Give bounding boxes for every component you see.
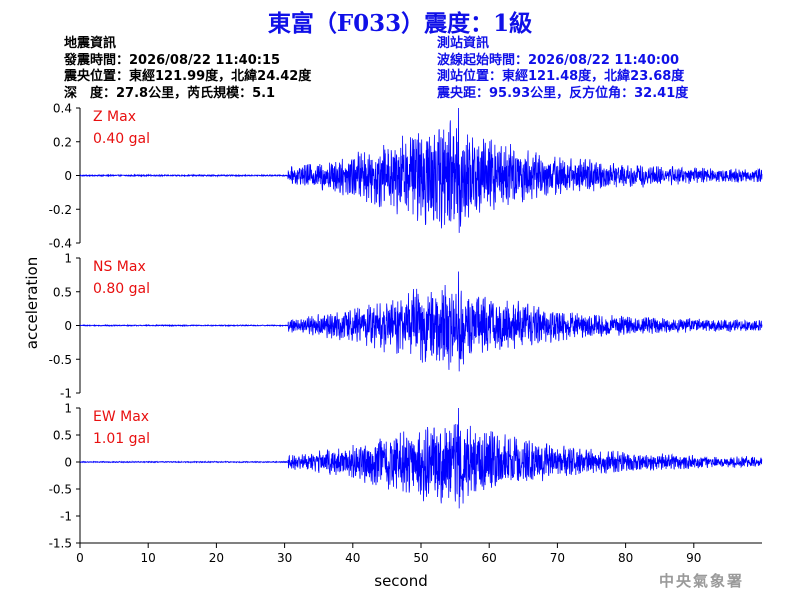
distance-azimuth: 震央距：95.93公里，反方位角：32.41度 — [437, 85, 689, 101]
panel-label-ns: NS Max — [93, 259, 146, 275]
panel-label-z: Z Max — [93, 109, 136, 125]
y-tick-label: 0.5 — [53, 285, 72, 299]
y-tick-label: 0.2 — [53, 135, 72, 149]
y-tick-label: -1 — [60, 510, 72, 524]
y-tick-label: -1.5 — [49, 537, 72, 551]
x-axis-label: second — [374, 572, 428, 590]
y-tick-label: 0 — [64, 169, 72, 183]
agency-label: 中央氣象署 — [658, 572, 744, 590]
y-tick-label: 0.4 — [53, 102, 72, 116]
waveform-ns — [79, 271, 763, 372]
epicenter-location: 震央位置：東經121.99度，北緯24.42度 — [64, 69, 312, 84]
y-tick-label: 0 — [64, 319, 72, 333]
y-tick-label: -0.5 — [49, 483, 72, 497]
chart-title: 東富（F033）震度：1級 — [267, 10, 533, 37]
y-tick-label: 0.5 — [53, 429, 72, 443]
waveform-ew — [79, 407, 763, 509]
y-tick-label: -0.2 — [49, 203, 72, 217]
y-axis-label: acceleration — [23, 257, 41, 349]
x-axis: 0 10 20 30 40 50 60 70 80 90 — [76, 542, 762, 565]
panel-max-ns: 0.80 gal — [93, 281, 150, 297]
waveform-start-time: 波線起始時間：2026/08/22 11:40:00 — [437, 52, 680, 68]
x-tick-label: 60 — [482, 551, 497, 565]
waveform-z — [79, 107, 763, 233]
panel-max-z: 0.40 gal — [93, 131, 150, 147]
panel-max-ew: 1.01 gal — [93, 431, 150, 447]
x-tick-label: 30 — [277, 551, 292, 565]
panel-ns: -1 -0.5 0 0.5 1 NS Max 0.80 gal — [49, 252, 763, 401]
x-tick-label: 70 — [550, 551, 565, 565]
y-tick-label: 1 — [64, 402, 72, 416]
depth-magnitude: 深 度：27.8公里，芮氏規模：5.1 — [64, 85, 276, 101]
x-tick-label: 50 — [413, 551, 428, 565]
y-tick-label: -0.4 — [49, 237, 72, 251]
station-location: 測站位置：東經121.48度，北緯23.68度 — [437, 69, 685, 84]
y-tick-label: 0 — [64, 456, 72, 470]
x-tick-label: 90 — [686, 551, 701, 565]
station-info-heading: 測站資訊 — [437, 36, 490, 51]
x-tick-label: 40 — [345, 551, 360, 565]
y-tick-label: -0.5 — [49, 353, 72, 367]
x-tick-label: 20 — [209, 551, 224, 565]
earthquake-info: 地震資訊 發震時間：2026/08/22 11:40:15 震央位置：東經121… — [64, 36, 311, 102]
y-tick-label: 1 — [64, 252, 72, 266]
panel-label-ew: EW Max — [93, 409, 149, 425]
y-tick-label: -1 — [60, 387, 72, 401]
earthquake-info-heading: 地震資訊 — [64, 36, 117, 51]
panel-ew: -1.5 -1 -0.5 0 0.5 1 EW Max 1.01 gal — [49, 402, 763, 551]
origin-time: 發震時間：2026/08/22 11:40:15 — [64, 52, 281, 68]
x-tick-label: 0 — [76, 551, 84, 565]
x-tick-label: 80 — [618, 551, 633, 565]
station-info: 測站資訊 波線起始時間：2026/08/22 11:40:00 測站位置：東經1… — [437, 36, 688, 102]
x-tick-label: 10 — [141, 551, 156, 565]
panel-z: -0.4 -0.2 0 0.2 0.4 Z Max 0.40 gal — [49, 102, 763, 251]
